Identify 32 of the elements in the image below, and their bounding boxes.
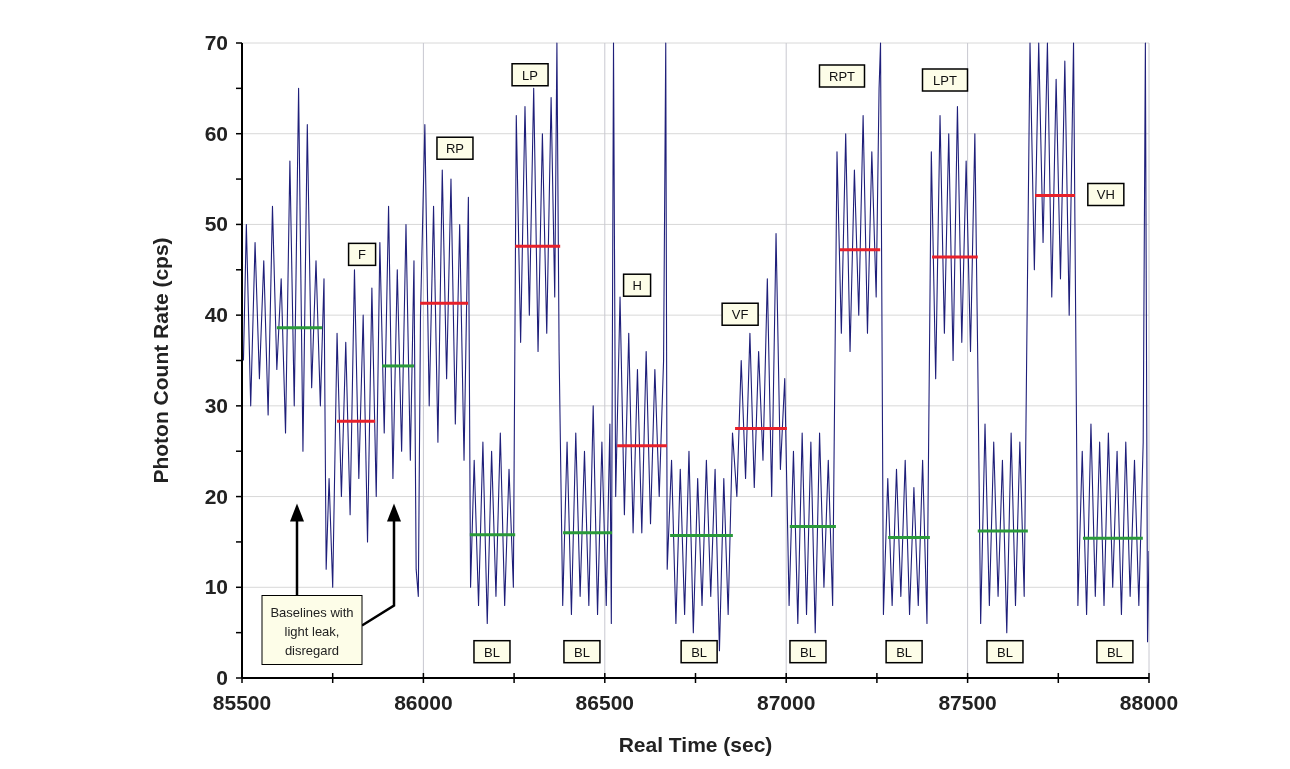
- annotation: RPT: [829, 69, 856, 84]
- annotation: BL: [997, 644, 1013, 660]
- y-tick-label: 0: [216, 666, 228, 689]
- y-tick-label: 40: [204, 303, 228, 327]
- annotation: BL: [896, 644, 913, 660]
- annotation: Baselines with light leak, disregard: [270, 604, 354, 658]
- y-tick-label: 70: [204, 31, 228, 54]
- annotation: RP: [445, 141, 464, 157]
- annotation: LPT: [933, 73, 957, 88]
- y-tick-label: 10: [204, 575, 228, 599]
- y-tick-label: 50: [204, 212, 228, 236]
- x-tick-label: 87000: [757, 691, 816, 714]
- annotation: BL: [1106, 644, 1123, 660]
- y-tick-label: 20: [204, 484, 228, 508]
- x-axis-title: Real Time (sec): [618, 733, 773, 756]
- annotation: VF: [731, 307, 749, 323]
- annotation: H: [632, 278, 642, 294]
- annotation: BL: [484, 644, 500, 660]
- x-tick-label: 86500: [575, 691, 634, 714]
- y-axis-title: Photon Count Rate (cps): [149, 237, 172, 484]
- annotation: BL: [800, 644, 816, 660]
- x-tick-label: 88000: [1119, 691, 1179, 714]
- x-tick-label: 85500: [212, 691, 272, 714]
- x-tick-label: 87500: [938, 691, 997, 714]
- annotation: BL: [691, 644, 708, 660]
- annotation: VH: [1096, 187, 1115, 203]
- annotation: BL: [573, 644, 590, 660]
- annotation: F: [358, 247, 367, 263]
- x-tick-label: 86000: [394, 691, 453, 714]
- y-tick-label: 60: [204, 121, 228, 145]
- y-tick-label: 30: [204, 393, 228, 417]
- annotation: LP: [522, 67, 539, 83]
